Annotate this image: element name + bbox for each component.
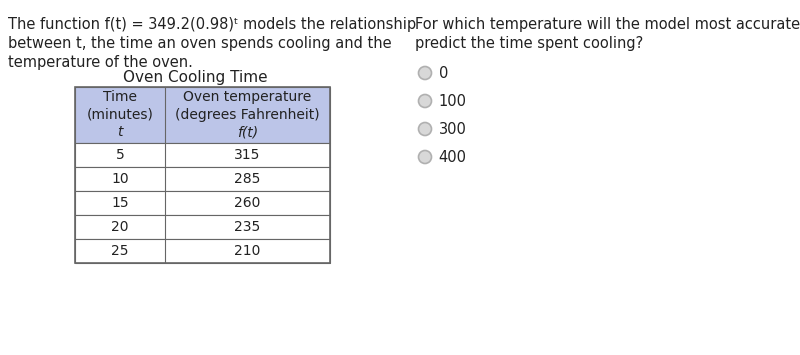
Text: 235: 235 (234, 220, 261, 234)
Text: 315: 315 (234, 148, 261, 162)
FancyBboxPatch shape (75, 143, 330, 167)
FancyBboxPatch shape (75, 239, 330, 263)
Text: 25: 25 (111, 244, 129, 258)
Text: 260: 260 (234, 196, 261, 210)
Text: 285: 285 (234, 172, 261, 186)
Circle shape (418, 94, 431, 108)
FancyBboxPatch shape (75, 215, 330, 239)
FancyBboxPatch shape (75, 87, 330, 143)
Text: 210: 210 (234, 244, 261, 258)
Text: 0: 0 (438, 66, 448, 81)
Text: Oven temperature
(degrees Fahrenheit): Oven temperature (degrees Fahrenheit) (175, 90, 320, 122)
Text: predict the time spent cooling?: predict the time spent cooling? (415, 36, 643, 51)
Text: 20: 20 (111, 220, 129, 234)
Text: temperature of the oven.: temperature of the oven. (8, 55, 193, 70)
Circle shape (418, 122, 431, 136)
Text: Time
(minutes): Time (minutes) (86, 90, 154, 122)
FancyBboxPatch shape (75, 191, 330, 215)
Text: 10: 10 (111, 172, 129, 186)
Text: 100: 100 (438, 93, 466, 109)
Text: For which temperature will the model most accurately: For which temperature will the model mos… (415, 17, 800, 32)
Text: 300: 300 (438, 121, 466, 137)
FancyBboxPatch shape (75, 167, 330, 191)
Text: 5: 5 (116, 148, 124, 162)
Text: 15: 15 (111, 196, 129, 210)
Text: 400: 400 (438, 149, 466, 164)
Text: f(t): f(t) (237, 125, 258, 139)
Text: between t, the time an oven spends cooling and the: between t, the time an oven spends cooli… (8, 36, 392, 51)
Circle shape (418, 66, 431, 80)
Text: Oven Cooling Time: Oven Cooling Time (122, 70, 267, 85)
Text: t: t (118, 125, 122, 139)
Text: The function f(t) = 349.2(0.98)ᵗ models the relationship: The function f(t) = 349.2(0.98)ᵗ models … (8, 17, 416, 32)
Circle shape (418, 151, 431, 164)
